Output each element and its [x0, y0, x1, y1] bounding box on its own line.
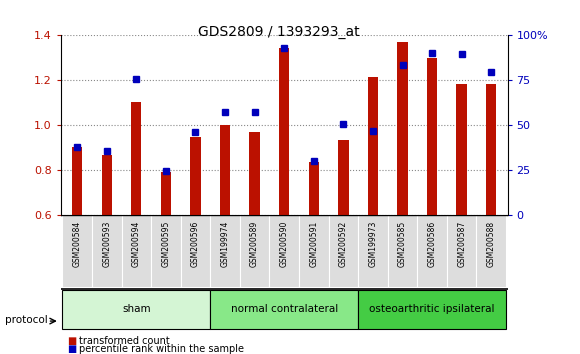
Text: GDS2809 / 1393293_at: GDS2809 / 1393293_at [198, 25, 359, 39]
Bar [338, 140, 349, 215]
FancyBboxPatch shape [92, 215, 122, 287]
FancyBboxPatch shape [63, 290, 211, 329]
Bar [131, 102, 142, 215]
Text: GSM200596: GSM200596 [191, 221, 200, 268]
Bar [102, 155, 112, 215]
Text: GSM200595: GSM200595 [161, 221, 171, 268]
Bar [279, 48, 289, 215]
FancyBboxPatch shape [240, 215, 270, 287]
Bar [309, 162, 319, 215]
Bar [427, 58, 437, 215]
FancyBboxPatch shape [151, 215, 181, 287]
Text: normal contralateral: normal contralateral [231, 304, 338, 314]
Bar [161, 172, 171, 215]
Text: percentile rank within the sample: percentile rank within the sample [79, 344, 244, 354]
Text: osteoarthritic ipsilateral: osteoarthritic ipsilateral [369, 304, 495, 314]
FancyBboxPatch shape [122, 215, 151, 287]
Bar [190, 137, 201, 215]
FancyBboxPatch shape [211, 290, 358, 329]
Bar [397, 42, 408, 215]
Text: GSM199974: GSM199974 [220, 221, 230, 268]
Bar [249, 132, 260, 215]
Text: GSM200588: GSM200588 [487, 221, 496, 267]
Text: GSM200587: GSM200587 [457, 221, 466, 267]
Text: GSM200584: GSM200584 [72, 221, 82, 267]
Text: ■: ■ [67, 344, 76, 354]
FancyBboxPatch shape [476, 215, 506, 287]
Text: GSM200589: GSM200589 [250, 221, 259, 267]
FancyBboxPatch shape [358, 290, 506, 329]
Text: GSM200586: GSM200586 [427, 221, 437, 267]
FancyBboxPatch shape [270, 215, 299, 287]
Bar [486, 84, 496, 215]
Text: GSM200592: GSM200592 [339, 221, 348, 267]
Text: GSM199973: GSM199973 [368, 221, 378, 268]
FancyBboxPatch shape [211, 215, 240, 287]
FancyBboxPatch shape [63, 215, 92, 287]
Bar [456, 84, 467, 215]
Text: GSM200593: GSM200593 [102, 221, 111, 268]
Text: protocol: protocol [5, 315, 48, 325]
Text: GSM200591: GSM200591 [309, 221, 318, 267]
Text: sham: sham [122, 304, 151, 314]
FancyBboxPatch shape [358, 215, 387, 287]
Bar [368, 78, 378, 215]
Text: ■: ■ [67, 336, 76, 346]
Bar [220, 125, 230, 215]
Text: transformed count: transformed count [79, 336, 170, 346]
Text: GSM200590: GSM200590 [280, 221, 289, 268]
Text: GSM200594: GSM200594 [132, 221, 141, 268]
FancyBboxPatch shape [387, 215, 417, 287]
FancyBboxPatch shape [328, 215, 358, 287]
FancyBboxPatch shape [181, 215, 211, 287]
FancyBboxPatch shape [299, 215, 328, 287]
FancyBboxPatch shape [417, 215, 447, 287]
FancyBboxPatch shape [447, 215, 476, 287]
Text: GSM200585: GSM200585 [398, 221, 407, 267]
Bar [72, 147, 82, 215]
